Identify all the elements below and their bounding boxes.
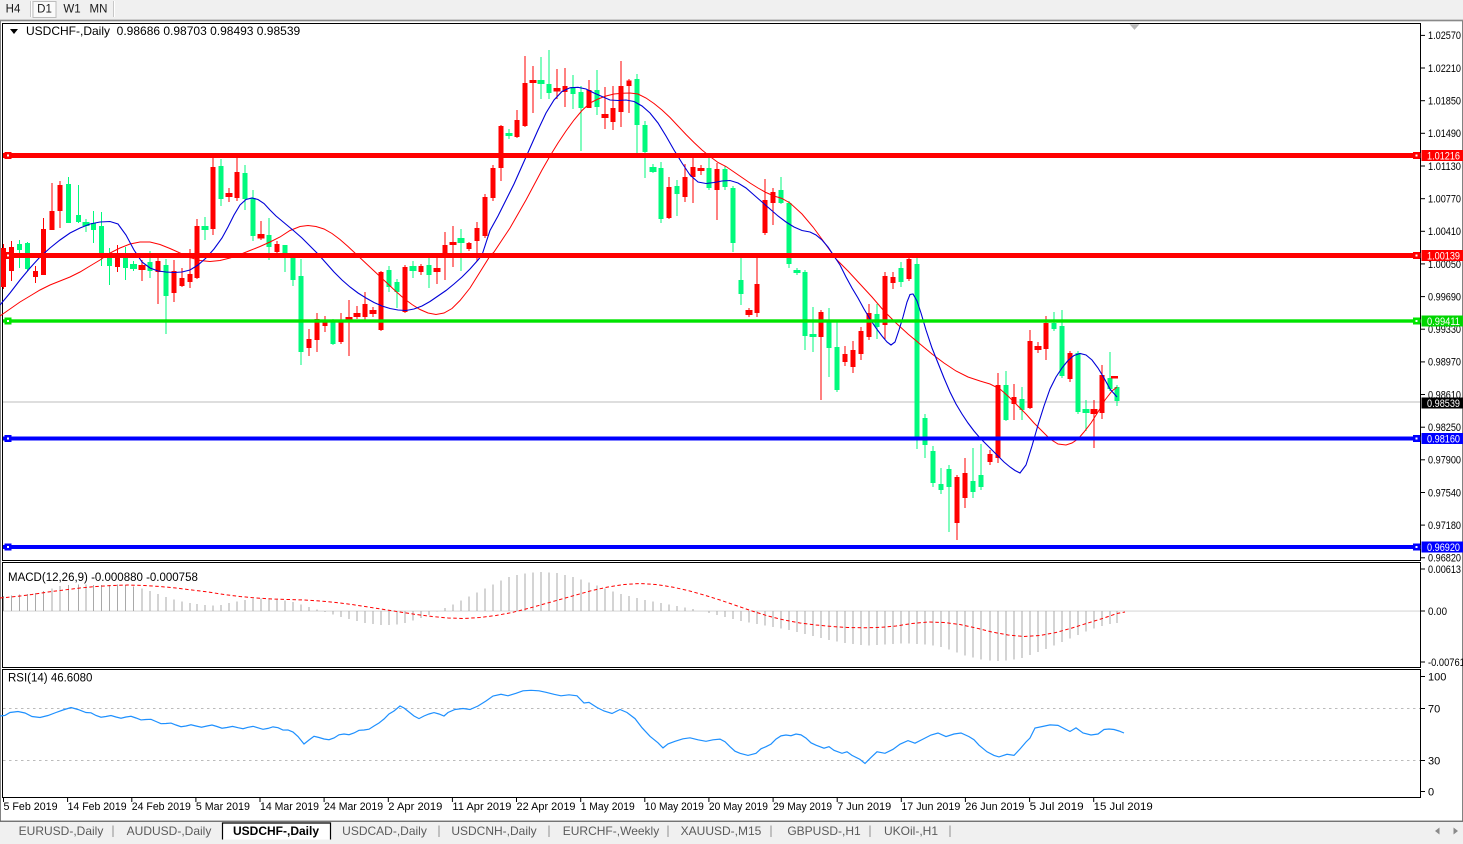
svg-text:USDCNH-,Daily: USDCNH-,Daily [451, 824, 536, 838]
svg-text:W1: W1 [63, 4, 80, 16]
svg-text:10 May 2019: 10 May 2019 [645, 801, 704, 813]
svg-text:-0.007612: -0.007612 [1428, 657, 1463, 669]
svg-text:29 May 2019: 29 May 2019 [773, 801, 832, 813]
svg-text:UKOil-,H1: UKOil-,H1 [884, 824, 938, 838]
svg-text:2 Apr 2019: 2 Apr 2019 [388, 801, 442, 813]
svg-text:0.99690: 0.99690 [1428, 291, 1461, 303]
svg-text:USDCAD-,Daily: USDCAD-,Daily [342, 824, 427, 838]
svg-text:70: 70 [1428, 703, 1440, 715]
svg-text:MN: MN [90, 4, 108, 16]
svg-text:|: | [869, 826, 872, 838]
svg-text:1.00139: 1.00139 [1427, 251, 1460, 263]
svg-text:0.96820: 0.96820 [1428, 553, 1461, 565]
svg-text:EURUSD-,Daily: EURUSD-,Daily [19, 824, 104, 838]
svg-text:5 Mar 2019: 5 Mar 2019 [196, 801, 250, 813]
svg-text:1.01130: 1.01130 [1428, 161, 1461, 173]
svg-text:0.97900: 0.97900 [1428, 455, 1461, 467]
svg-text:15 Jul 2019: 15 Jul 2019 [1094, 801, 1153, 813]
svg-text:|: | [438, 826, 441, 838]
svg-text:1.02570: 1.02570 [1428, 30, 1461, 42]
svg-text:0.98970: 0.98970 [1428, 357, 1461, 369]
svg-text:MACD(12,26,9) -0.000880 -0.000: MACD(12,26,9) -0.000880 -0.000758 [8, 572, 198, 584]
svg-text:24 Feb 2019: 24 Feb 2019 [132, 801, 191, 813]
svg-text:24 Mar 2019: 24 Mar 2019 [324, 801, 383, 813]
svg-text:1.00770: 1.00770 [1428, 194, 1461, 206]
svg-text:H4: H4 [6, 4, 21, 16]
svg-text:GBPUSD-,H1: GBPUSD-,H1 [787, 824, 861, 838]
svg-text:1.02210: 1.02210 [1428, 63, 1461, 75]
svg-text:0.99411: 0.99411 [1427, 316, 1460, 328]
svg-text:17 Jun 2019: 17 Jun 2019 [901, 801, 960, 813]
svg-text:|: | [667, 826, 670, 838]
svg-text:1.00050: 1.00050 [1428, 259, 1461, 271]
svg-text:XAUUSD-,M15: XAUUSD-,M15 [681, 824, 762, 838]
svg-text:1.01216: 1.01216 [1427, 151, 1460, 163]
svg-text:|: | [770, 826, 773, 838]
svg-text:1.00410: 1.00410 [1428, 226, 1461, 238]
svg-text:0.97180: 0.97180 [1428, 520, 1461, 532]
svg-text:26 Jun 2019: 26 Jun 2019 [965, 801, 1024, 813]
svg-text:7 Jun 2019: 7 Jun 2019 [837, 801, 891, 813]
svg-text:EURCHF-,Weekly: EURCHF-,Weekly [563, 824, 659, 838]
svg-text:100: 100 [1428, 671, 1446, 683]
svg-text:USDCHF-,Daily 0.98686 0.98703: USDCHF-,Daily 0.98686 0.98703 0.98493 0.… [26, 24, 301, 38]
svg-text:1 May 2019: 1 May 2019 [581, 801, 635, 813]
svg-text:1.01490: 1.01490 [1428, 128, 1461, 140]
svg-text:30: 30 [1428, 755, 1440, 767]
svg-text:0.98250: 0.98250 [1428, 422, 1461, 434]
svg-text:0.97540: 0.97540 [1428, 487, 1461, 499]
svg-text:1.01850: 1.01850 [1428, 96, 1461, 108]
svg-text:|: | [548, 826, 551, 838]
svg-text:0.96920: 0.96920 [1427, 542, 1460, 554]
svg-text:0.00: 0.00 [1428, 606, 1447, 618]
svg-text:5 Feb 2019: 5 Feb 2019 [4, 801, 58, 813]
svg-text:0.98539: 0.98539 [1427, 398, 1460, 410]
svg-text:|: | [112, 826, 115, 838]
svg-text:RSI(14) 46.6080: RSI(14) 46.6080 [8, 673, 92, 685]
svg-text:22 Apr 2019: 22 Apr 2019 [517, 801, 576, 813]
svg-text:D1: D1 [37, 4, 52, 16]
svg-text:0.99330: 0.99330 [1428, 324, 1461, 336]
svg-text:AUDUSD-,Daily: AUDUSD-,Daily [127, 824, 212, 838]
svg-text:5 Jul 2019: 5 Jul 2019 [1030, 801, 1084, 813]
svg-text:|: | [949, 826, 952, 838]
svg-text:0: 0 [1428, 786, 1434, 798]
svg-text:20 May 2019: 20 May 2019 [709, 801, 768, 813]
svg-text:USDCHF-,Daily: USDCHF-,Daily [233, 824, 319, 838]
svg-text:11 Apr 2019: 11 Apr 2019 [452, 801, 511, 813]
svg-text:14 Feb 2019: 14 Feb 2019 [68, 801, 127, 813]
svg-text:0.98160: 0.98160 [1427, 434, 1460, 446]
svg-text:14 Mar 2019: 14 Mar 2019 [260, 801, 319, 813]
svg-text:0.00613: 0.00613 [1428, 564, 1461, 576]
